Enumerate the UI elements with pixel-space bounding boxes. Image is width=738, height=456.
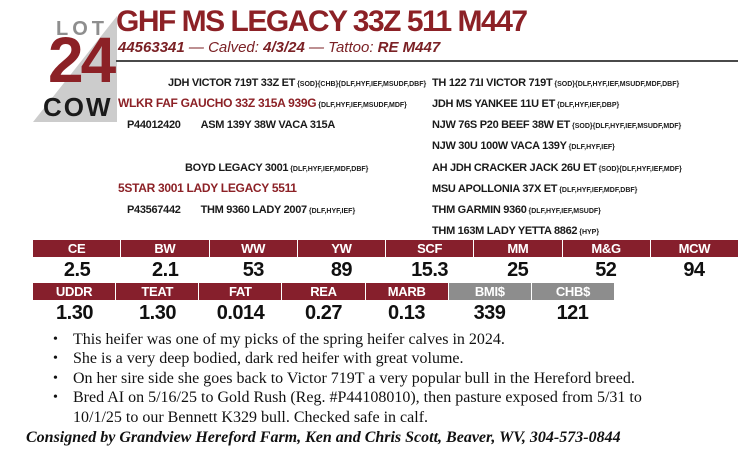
trait-suffix: {DLF,HYF,IEF} [568,144,615,151]
epd-value: 0.014 [216,302,265,324]
pedigree-sire-block: JDH VICTOR 719T 33Z ET {SOD}{CHB}{DLF,HYF… [45,71,430,134]
pedigree-sire-ancestors: TH 122 71I VICTOR 719T {SOD}{DLF,HYF,IEF,… [432,71,738,155]
tattoo-value: RE M447 [377,39,441,56]
pedigree-row: JDH MS YANKEE 11U ET {DLF,HYF,IEF,DBP} [432,92,738,113]
header-divider [116,60,738,62]
trait-suffix: {DLF,HYF,IEF,MSUDF} [528,208,601,215]
pedigree-row: MSU APOLLONIA 37X ET {DLF,HYF,IEF,MDF,DBF… [432,177,738,198]
registration-line: 44563341 — Calved: 4/3/24 — Tattoo: RE M… [118,39,440,56]
epd-value-row-1: 2.5 2.1 53 89 15.3 25 52 94 [33,258,738,282]
epd-value: 339 [473,302,506,324]
dam-name: 5STAR 3001 LADY LEGACY 5511 [118,181,297,195]
epd-value: 89 [330,259,353,281]
animal-name: THM GARMIN 9360 [432,204,527,216]
epd-header: BW [121,240,210,257]
epd-header: CE [33,240,122,257]
pedigree-row: JDH VICTOR 719T 33Z ET {SOD}{CHB}{DLF,HYF… [45,71,430,92]
note-item: On her sire side she goes back to Victor… [26,369,686,389]
pedigree-row: P43567442 THM 9360 LADY 2007 {DLF,HYF,IEF} [45,198,430,219]
epd-header: UDDR [33,283,117,300]
epd-value: 1.30 [56,302,93,324]
epd-header: REA [282,283,366,300]
pedigree-dam-ancestors: AH JDH CRACKER JACK 26U ET {SOD}{DLF,HYF,… [432,156,738,240]
epd-header: MCW [650,240,738,257]
epd-header-row-2: UDDR TEAT FAT REA MARB BMI$ CHB$ [33,283,614,300]
pedigree-row: THM GARMIN 9360 {DLF,HYF,IEF,MSUDF} [432,198,738,219]
epd-value: 0.13 [388,302,425,324]
animal-name: NJW 30U 100W VACA 139Y [432,140,567,152]
pedigree-row: THM 163M LADY YETTA 8862 {HYP} [432,219,738,240]
consignor-line: Consigned by Grandview Hereford Farm, Ke… [26,429,621,447]
epd-value: 1.30 [139,302,176,324]
epd-value: 53 [242,259,265,281]
epd-header: YW [297,240,386,257]
trait-suffix: {HYP} [579,229,600,236]
epd-value: 15.3 [411,259,449,281]
epd-header: TEAT [116,283,200,300]
epd-value: 52 [595,259,617,281]
epd-value: 0.27 [305,302,342,324]
epd-header: M&G [562,240,651,257]
epd-header: MM [474,240,563,257]
trait-suffix: {SOD}{DLF,HYF,IEF,MSUDF,MDF,DBF} [554,81,680,88]
animal-name: NJW 76S P20 BEEF 38W ET [432,119,570,131]
animal-name: ASM 139Y 38W VACA 315A [200,119,336,131]
epd-header: MARB [365,283,449,300]
animal-name: TH 122 71I VICTOR 719T [432,77,553,89]
sire-registration-number: P44012420 [127,119,181,131]
sire-name: WLKR FAF GAUCHO 33Z 315A 939G [118,96,317,110]
epd-header-index: BMI$ [448,283,532,300]
animal-name: THM 9360 LADY 2007 [200,204,308,216]
animal-name: BOYD LEGACY 3001 [185,162,289,174]
pedigree-row: TH 122 71I VICTOR 719T {SOD}{DLF,HYF,IEF,… [432,71,738,92]
trait-suffix: {DLF,HYF,IEF,MDF,DBF} [559,187,638,194]
pedigree-row: NJW 30U 100W VACA 139Y {DLF,HYF,IEF} [432,134,738,155]
epd-value: 2.5 [63,259,91,281]
calved-label: — Calved: [184,39,264,56]
animal-name: JDH MS YANKEE 11U ET [432,98,555,110]
trait-suffix: {DLF,HYF,IEF,MDF,DBF} [290,166,369,173]
trait-suffix: {SOD}{DLF,HYF,IEF,MSUDF,MDF} [571,123,682,130]
trait-suffix: {SOD}{DLF,HYF,IEF,MDF} [598,166,682,173]
epd-header: SCF [386,240,475,257]
epd-value-row-2: 1.30 1.30 0.014 0.27 0.13 339 121 [33,301,614,325]
trait-suffix: {SOD}{CHB}{DLF,HYF,IEF,MSUDF,DBF} [297,81,427,88]
note-item: Bred AI on 5/16/25 to Gold Rush (Reg. #P… [26,388,686,427]
animal-name: MSU APOLLONIA 37X ET [432,183,558,195]
trait-suffix: {DLF,HYF,IEF} [308,208,356,215]
epd-header: FAT [199,283,283,300]
lot-number: 24 [48,24,116,96]
epd-value: 2.1 [152,259,179,281]
pedigree-row: NJW 76S P20 BEEF 38W ET {SOD}{DLF,HYF,IEF… [432,113,738,134]
pedigree-row: AH JDH CRACKER JACK 26U ET {SOD}{DLF,HYF,… [432,156,738,177]
dam-registration-number: P43567442 [127,204,181,216]
epd-header-index: CHB$ [531,283,614,300]
notes-section: This heifer was one of my picks of the s… [26,330,686,447]
trait-suffix: {DLF,HYF,IEF,DBP} [557,102,620,109]
epd-value: 25 [507,259,529,281]
pedigree-dam-block: BOYD LEGACY 3001 {DLF,HYF,IEF,MDF,DBF} 5S… [45,156,430,219]
note-item: This heifer was one of my picks of the s… [26,330,686,350]
tattoo-label: — Tattoo: [304,39,378,56]
epd-value: 94 [683,259,705,281]
epd-header: WW [209,240,298,257]
pedigree-row: WLKR FAF GAUCHO 33Z 315A 939G {DLF,HYF,IE… [45,92,430,113]
pedigree-row: P44012420 ASM 139Y 38W VACA 315A [45,113,430,134]
epd-header-row-1: CE BW WW YW SCF MM M&G MCW [33,240,738,257]
pedigree-row: BOYD LEGACY 3001 {DLF,HYF,IEF,MDF,DBF} [45,156,430,177]
notes-list: This heifer was one of my picks of the s… [26,330,686,427]
calved-date: 4/3/24 [263,39,305,56]
note-item: She is a very deep bodied, dark red heif… [26,349,686,369]
trait-suffix: {DLF,HYF,IEF,MSUDF,MDF} [318,102,407,109]
animal-title: GHF MS LEGACY 33Z 511 M447 [116,5,528,38]
pedigree-row: 5STAR 3001 LADY LEGACY 5511 [45,177,430,198]
epd-value: 121 [556,302,589,324]
lot-label: LOT [56,18,108,40]
animal-name: AH JDH CRACKER JACK 26U ET [432,162,597,174]
registration-number: 44563341 [118,39,185,56]
animal-name: JDH VICTOR 719T 33Z ET [168,77,296,89]
lot-sex: COW [43,92,113,122]
animal-name: THM 163M LADY YETTA 8862 [432,225,578,237]
